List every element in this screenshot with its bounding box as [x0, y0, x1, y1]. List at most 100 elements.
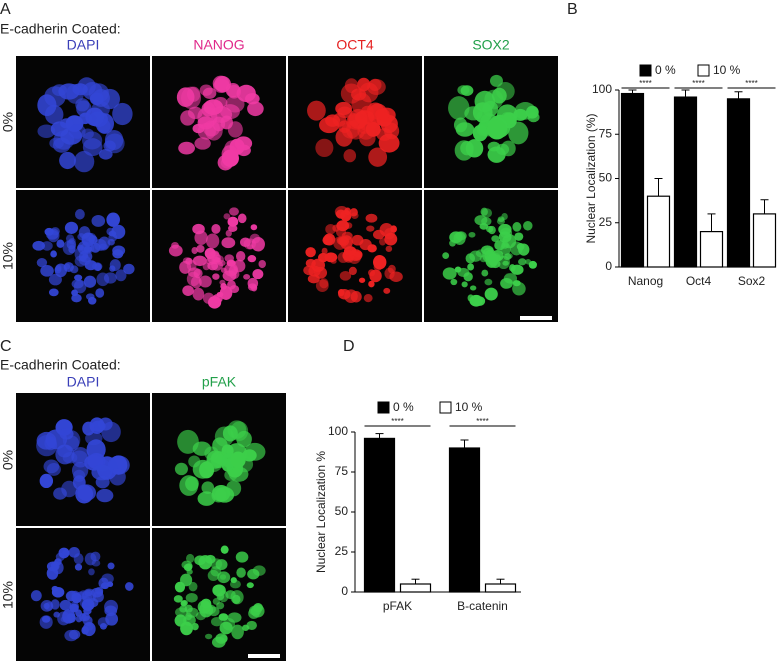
panel-label: B: [567, 1, 578, 18]
bar: [752, 213, 777, 268]
y-tick-label: 50: [335, 504, 349, 518]
cell: [192, 287, 205, 301]
cell: [315, 138, 334, 158]
legend-swatch: [639, 64, 652, 77]
cell: [234, 136, 253, 151]
significance-label: ****: [745, 79, 757, 88]
cell: [315, 279, 329, 292]
column-header: DAPI: [67, 374, 100, 390]
bar: [363, 437, 396, 593]
cell: [60, 118, 74, 129]
cell: [512, 280, 521, 287]
y-axis-label: Nuclear Localization (%): [584, 113, 598, 243]
bar: [448, 447, 481, 593]
cell: [498, 223, 512, 235]
cell: [215, 633, 228, 644]
cell: [442, 267, 457, 280]
cell: [235, 551, 249, 563]
cell: [369, 269, 382, 283]
x-tick-label: pFAK: [383, 599, 412, 613]
y-tick-label: 100: [328, 424, 348, 438]
cell: [525, 259, 532, 265]
cell: [168, 244, 183, 257]
cell: [48, 288, 59, 297]
cell: [191, 622, 199, 631]
cell: [98, 577, 109, 589]
cell: [230, 577, 237, 584]
cell: [379, 237, 387, 246]
cell: [199, 461, 215, 479]
legend-label: 10 %: [713, 63, 741, 77]
cell: [95, 475, 110, 489]
cell: [344, 289, 358, 303]
cell: [348, 266, 357, 276]
cell: [236, 567, 246, 578]
cell: [177, 429, 199, 454]
cell: [194, 137, 211, 150]
legend-swatch: [439, 401, 452, 414]
cell: [50, 250, 57, 258]
cell: [109, 265, 116, 272]
cell: [95, 288, 105, 298]
cell: [496, 82, 515, 101]
cell: [103, 272, 117, 284]
cell: [246, 620, 257, 631]
cell: [247, 277, 259, 289]
cell: [46, 566, 59, 580]
cell: [379, 223, 394, 237]
cell: [81, 612, 90, 621]
cell: [358, 277, 366, 283]
cell: [188, 581, 198, 592]
cell: [219, 574, 227, 580]
cell: [216, 601, 225, 610]
cell: [230, 590, 244, 605]
cell: [512, 222, 522, 232]
cell: [480, 207, 488, 216]
cell: [115, 269, 127, 282]
cell: [449, 239, 456, 247]
cell: [182, 285, 194, 296]
cell: [43, 602, 50, 610]
cell: [500, 243, 511, 255]
y-tick-label: 0: [341, 584, 348, 598]
bar: [399, 583, 432, 593]
cell: [61, 480, 78, 498]
cell: [78, 255, 91, 266]
cell: [185, 553, 195, 563]
cell: [460, 85, 474, 96]
cell: [387, 264, 396, 274]
cell: [104, 133, 125, 154]
cell: [359, 239, 372, 251]
bar: [484, 583, 517, 593]
cell: [247, 568, 260, 580]
cell: [212, 294, 223, 304]
cell: [183, 563, 193, 572]
cell: [185, 476, 199, 491]
cell: [368, 147, 388, 167]
cell: [84, 552, 97, 566]
cell: [88, 568, 95, 576]
cell: [39, 473, 54, 489]
cell: [442, 252, 450, 260]
cell: [202, 87, 217, 99]
cell: [60, 616, 69, 623]
significance-label: ****: [692, 79, 704, 88]
cell: [463, 272, 473, 282]
cell: [86, 622, 94, 631]
cell: [489, 74, 503, 87]
cell: [227, 216, 239, 227]
cell: [305, 258, 316, 268]
cell: [220, 282, 227, 290]
cell: [91, 464, 113, 481]
cell: [465, 139, 484, 158]
cell: [88, 296, 97, 305]
cell: [469, 285, 477, 291]
cell: [185, 592, 198, 603]
y-tick-label: 50: [599, 171, 613, 185]
cell: [250, 224, 258, 231]
cell: [343, 246, 357, 257]
y-tick-label: 100: [592, 82, 612, 96]
cell: [385, 245, 393, 252]
cell: [221, 237, 236, 249]
cell: [303, 265, 316, 276]
